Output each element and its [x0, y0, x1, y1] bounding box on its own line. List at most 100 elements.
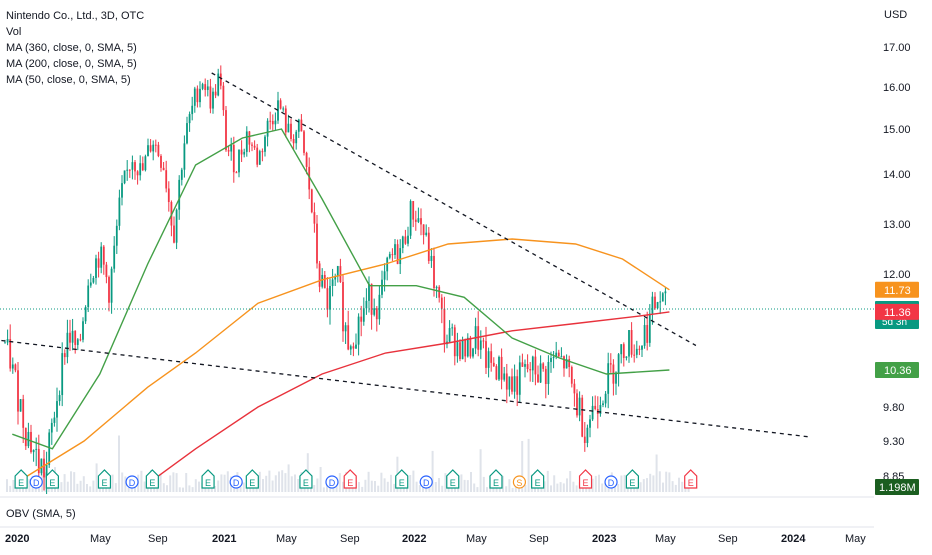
candle-body — [141, 163, 144, 171]
candle-body — [277, 100, 279, 121]
event-marker-d[interactable]: D — [29, 475, 43, 489]
event-marker-label: E — [347, 478, 353, 488]
candle-body — [222, 85, 225, 111]
event-marker-d[interactable]: D — [229, 475, 243, 489]
y-tick-label: 13.00 — [883, 219, 911, 231]
x-tick-label: 2024 — [781, 533, 806, 545]
candle-body — [516, 376, 519, 395]
candle-body — [318, 263, 321, 287]
event-marker-d[interactable]: D — [125, 475, 139, 489]
event-marker-label: E — [629, 478, 635, 488]
legend-symbol-title[interactable]: Nintendo Co., Ltd., 3D, OTC — [6, 10, 145, 22]
event-marker-e[interactable]: E — [45, 469, 59, 489]
event-marker-e[interactable]: E — [201, 469, 215, 489]
event-marker-label: D — [33, 478, 40, 488]
lower-trendline[interactable] — [1, 339, 810, 438]
candle-body — [258, 151, 261, 165]
volume-bar — [566, 478, 568, 492]
event-marker-label: E — [493, 478, 499, 488]
event-marker-d[interactable]: D — [325, 475, 339, 489]
legend-ma50[interactable]: MA (50, close, 0, SMA, 5) — [6, 74, 131, 86]
volume-bar — [367, 471, 370, 492]
volume-bar — [646, 478, 648, 492]
event-marker-shape — [245, 469, 259, 489]
volume-bar — [505, 486, 508, 492]
volume-bar — [556, 483, 559, 492]
candle-body — [615, 372, 617, 384]
candle-body — [89, 282, 92, 286]
candle-body — [118, 197, 121, 226]
candle-body — [74, 330, 77, 345]
candle-body — [326, 288, 329, 310]
event-marker-s[interactable]: S — [512, 475, 527, 489]
event-marker-e[interactable]: E — [343, 469, 357, 489]
candle-body — [508, 376, 511, 390]
candle-body — [162, 167, 165, 171]
event-marker-e[interactable]: E — [395, 469, 409, 489]
event-marker-e[interactable]: E — [684, 469, 698, 489]
volume-bar — [623, 474, 626, 492]
candle-body — [347, 325, 350, 350]
volume-bar — [140, 470, 143, 492]
candle-body — [537, 374, 539, 383]
currency-label[interactable]: USD — [884, 9, 908, 21]
event-marker-d[interactable]: D — [419, 475, 433, 489]
volume-bar — [460, 474, 463, 492]
obv-indicator-label[interactable]: OBV (SMA, 5) — [6, 508, 76, 520]
volume-bar — [412, 470, 415, 492]
volume-bar — [281, 470, 284, 492]
volume-bar — [9, 485, 12, 492]
volume-bar — [604, 483, 607, 492]
candle-body — [76, 339, 79, 345]
candle-body — [360, 316, 363, 322]
candle-body — [456, 342, 459, 357]
volume-bar — [41, 466, 44, 492]
candle-body — [95, 258, 97, 279]
price-label-badge — [875, 303, 919, 320]
volume-bar — [486, 487, 488, 492]
candle-body — [513, 376, 516, 392]
x-tick-label: Sep — [529, 533, 549, 545]
volume-bar — [342, 481, 344, 492]
event-marker-e[interactable]: E — [531, 469, 545, 489]
candle-body — [188, 114, 191, 124]
upper-trendline[interactable] — [211, 72, 697, 347]
candle-body — [524, 364, 526, 367]
event-marker-e[interactable]: E — [245, 469, 259, 489]
candle-body — [32, 449, 35, 453]
event-marker-e[interactable]: E — [97, 469, 112, 489]
legend-ma200[interactable]: MA (200, close, 0, SMA, 5) — [6, 58, 137, 70]
event-marker-e[interactable]: E — [14, 469, 28, 489]
volume-bar — [380, 472, 383, 492]
candle-body — [180, 169, 183, 180]
event-marker-e[interactable]: E — [625, 469, 639, 489]
volume-bar — [598, 474, 600, 492]
volume-bar — [358, 482, 360, 492]
event-marker-e[interactable]: E — [489, 469, 503, 489]
event-marker-label: D — [423, 478, 430, 488]
volume-bar — [214, 486, 216, 492]
event-marker-e[interactable]: E — [446, 469, 460, 489]
event-marker-e[interactable]: E — [145, 469, 159, 489]
candle-body — [414, 219, 417, 222]
event-marker-label: E — [149, 478, 155, 488]
volume-bar — [601, 483, 604, 492]
x-tick-label: 2023 — [592, 533, 616, 545]
x-tick-label: May — [845, 533, 866, 545]
y-tick-label: 15.00 — [883, 124, 911, 136]
candle-body — [542, 363, 545, 369]
volume-bar — [274, 475, 277, 492]
event-marker-d[interactable]: D — [604, 475, 618, 489]
y-tick-label: 9.80 — [883, 402, 904, 414]
volume-bar — [70, 471, 72, 492]
candle-body — [440, 297, 443, 309]
legend-ma360[interactable]: MA (360, close, 0, SMA, 5) — [6, 42, 137, 54]
candle-body — [349, 346, 352, 350]
event-marker-e[interactable]: E — [299, 469, 313, 489]
event-marker-shape — [489, 469, 503, 489]
candle-body — [279, 100, 282, 109]
legend-vol[interactable]: Vol — [6, 26, 22, 38]
event-marker-e[interactable]: E — [578, 469, 593, 489]
